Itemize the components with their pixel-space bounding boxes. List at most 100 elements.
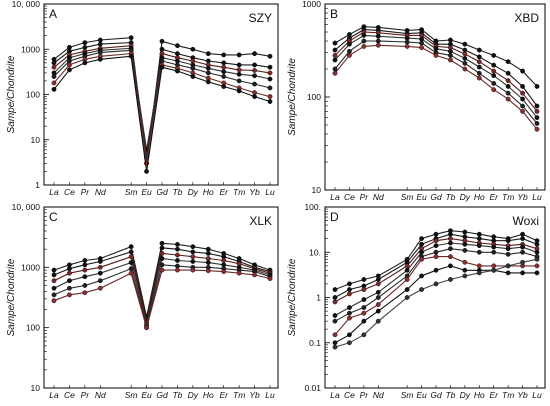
x-tick-label: La: [49, 187, 59, 197]
data-point: [67, 266, 72, 272]
data-point: [128, 249, 134, 255]
data-point: [375, 38, 381, 44]
data-point: [476, 75, 482, 81]
x-tick-label: Nd: [95, 390, 106, 400]
series-path: [53, 252, 271, 324]
data-point: [128, 254, 134, 260]
data-point: [332, 70, 338, 76]
data-point: [205, 58, 211, 64]
y-tick-label: 1000: [21, 44, 40, 54]
data-point: [375, 33, 381, 39]
data-point: [404, 287, 410, 292]
data-point: [190, 254, 196, 260]
data-point: [221, 258, 227, 263]
data-point: [375, 308, 381, 314]
data-point: [128, 270, 134, 276]
panel-b: 10 100 1000 La Ce Pr Nd Sm Eu Gd Tb Dy Ho Er Tm Yb Lu Sam…: [287, 0, 546, 202]
x-tick-label: Tm: [233, 390, 245, 400]
x-tick-label: Yb: [517, 192, 528, 202]
x-tick-label: Tm: [502, 390, 514, 400]
data-point: [159, 51, 165, 57]
series-path: [334, 26, 538, 87]
data-point: [433, 281, 439, 287]
data-point: [448, 37, 453, 43]
series-path: [53, 264, 271, 328]
panel-letter: D: [330, 210, 339, 224]
series-line: [332, 246, 540, 324]
series-path: [334, 34, 538, 118]
data-point: [205, 51, 211, 57]
data-point: [505, 238, 511, 244]
x-tick-label: Yb: [249, 187, 260, 197]
x-tick-label: Dy: [460, 192, 471, 202]
data-point: [361, 305, 367, 310]
data-point: [433, 267, 439, 273]
x-tick-label: Tm: [502, 192, 514, 202]
data-point: [476, 236, 482, 242]
data-point: [476, 243, 482, 249]
data-point: [190, 46, 196, 52]
data-point: [175, 267, 180, 273]
data-point: [491, 53, 497, 58]
data-point: [347, 287, 352, 292]
x-tick-label: Tb: [445, 390, 455, 400]
data-point: [221, 64, 227, 70]
data-point: [534, 115, 540, 121]
series-line: [332, 231, 540, 300]
data-point: [419, 45, 424, 50]
data-point: [252, 73, 257, 79]
data-point: [505, 246, 511, 252]
data-point: [252, 94, 257, 99]
data-point: [252, 90, 257, 96]
data-point: [82, 290, 88, 296]
data-point: [175, 68, 180, 74]
data-point: [67, 278, 72, 284]
data-point: [190, 267, 196, 273]
data-point: [51, 298, 57, 304]
data-point: [448, 254, 453, 260]
data-point: [205, 65, 211, 71]
series-line: [51, 267, 273, 331]
data-point: [221, 52, 227, 58]
y-tick-label: 10, 000: [12, 202, 41, 212]
data-point: [520, 231, 525, 237]
data-point: [190, 58, 196, 64]
data-point: [476, 231, 482, 237]
data-point: [205, 70, 211, 76]
series-line: [332, 254, 540, 338]
data-point: [375, 302, 381, 307]
data-point: [505, 251, 511, 257]
data-point: [347, 340, 352, 346]
series-path: [53, 257, 271, 326]
data-point: [67, 292, 72, 298]
series-line: [332, 263, 540, 346]
data-point: [491, 68, 497, 74]
data-point: [51, 64, 57, 70]
data-point: [236, 270, 242, 276]
data-point: [332, 47, 338, 53]
x-tick-label: Eu: [141, 187, 152, 197]
data-point: [462, 56, 468, 61]
series-path: [53, 53, 271, 164]
data-point: [361, 318, 367, 324]
data-point: [51, 292, 57, 298]
x-tick-label: Ho: [474, 390, 485, 400]
y-tick-label: 100: [26, 90, 40, 100]
y-tick-label: 10: [31, 383, 41, 393]
x-tick-label: Sm: [401, 390, 414, 400]
y-tick-label: 10: [31, 135, 41, 145]
data-point: [347, 41, 352, 47]
x-tick-label: Yb: [249, 390, 260, 400]
x-tick-label: Dy: [188, 390, 199, 400]
x-tick-label: Gd: [156, 187, 168, 197]
data-point: [236, 71, 242, 77]
data-point: [51, 285, 57, 291]
data-point: [491, 267, 497, 273]
x-tick-label: Lu: [265, 187, 275, 197]
data-point: [82, 262, 88, 268]
data-point: [205, 268, 211, 274]
series-line: [51, 240, 273, 320]
data-point: [361, 277, 367, 282]
data-point: [159, 267, 165, 273]
data-point: [448, 240, 453, 246]
